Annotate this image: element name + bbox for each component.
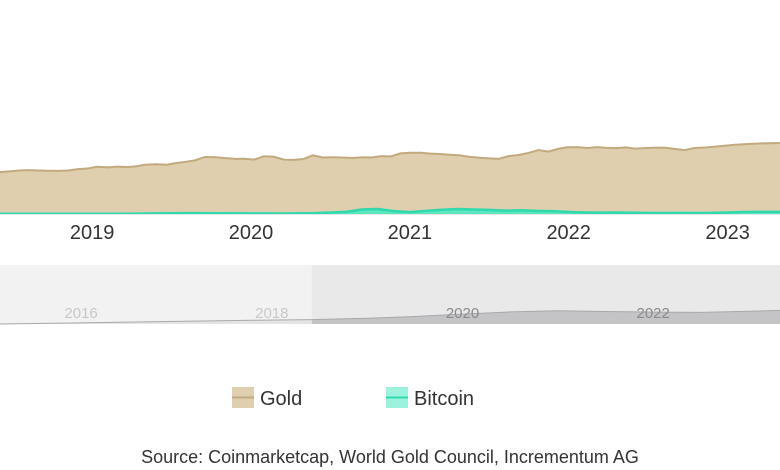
series-bitcoin-line [0,207,780,215]
legend-label-gold: Gold [260,388,302,410]
legend: Gold Bitcoin [232,387,474,410]
legend-label-bitcoin: Bitcoin [414,388,474,410]
main-plot-area [0,142,780,215]
legend-item-gold[interactable]: Gold [232,387,302,410]
x-tick-label-2019: 2019 [70,222,115,244]
source-note: Source: Coinmarketcap, World Gold Counci… [141,447,639,467]
x-tick-label-2023: 2023 [705,222,750,244]
x-tick-label-2022: 2022 [546,222,591,244]
x-tick-label-2021: 2021 [388,222,433,244]
navigator-line [0,309,780,325]
navigator-tick-label-2016: 2016 [64,305,97,322]
navigator-tick-label-2022: 2022 [637,305,670,322]
navigator-area-selected [311,310,780,324]
x-tick-label-2020: 2020 [229,222,274,244]
range-navigator[interactable]: 2016 2018 2020 2022 [0,265,780,325]
navigator-tick-label-2018: 2018 [255,305,288,322]
series-gold-line [0,142,780,174]
series-gold-area [0,143,780,214]
legend-item-bitcoin[interactable]: Bitcoin [386,387,474,410]
navigator-tick-label-2020: 2020 [446,305,479,322]
x-axis: 2019 2020 2021 2022 2023 [0,214,780,244]
